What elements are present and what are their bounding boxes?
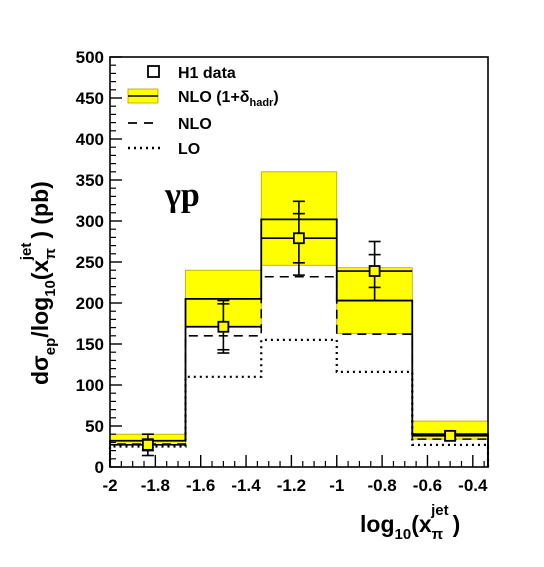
x-title-paren-x: (x	[411, 511, 432, 537]
x-tick-label: -1.6	[186, 476, 215, 495]
y-tick-label-0: 0	[95, 458, 104, 477]
legend-label-h1-data: H1 data	[178, 65, 236, 82]
y-tick-label-400: 400	[76, 130, 104, 149]
y-title-jet: jet	[18, 243, 35, 262]
legend-nlo-hadr-sub: hadr	[250, 97, 275, 109]
y-tick-label-500: 500	[76, 48, 104, 67]
x-title-log: log	[360, 511, 395, 537]
axis-ticks-layer: 0 50 100 150 200 250 300 350 400 450 500 -2 -1.8 -1.6…	[76, 48, 488, 495]
legend: H1 data NLO (1+δhadr) NLO LO	[127, 65, 279, 158]
legend-label-nlo: NLO	[178, 116, 212, 133]
annotation-gamma-p: γp	[164, 177, 200, 214]
data-points-layer	[110, 200, 488, 457]
lo-dotted-line	[108, 338, 490, 467]
x-title-pi: π	[432, 526, 444, 543]
y-title-slashlog: /log	[27, 297, 53, 338]
data-point-1	[217, 320, 230, 333]
y-title-ten: 10	[42, 280, 59, 297]
data-point-4	[444, 429, 457, 442]
legend-nlo-hadr-main: NLO (1+δ	[178, 89, 250, 106]
nlo-dashed-line	[109, 275, 489, 467]
x-title-close: )	[453, 511, 461, 537]
x-tick-label: -1.8	[141, 476, 170, 495]
legend-nlo-hadr-end: )	[273, 89, 278, 106]
x-title-sub10: 10	[395, 526, 412, 543]
x-tick-label: -1	[329, 476, 344, 495]
y-title-ep: ep	[42, 338, 59, 356]
data-point-3	[368, 265, 381, 277]
y-tick-label-200: 200	[76, 294, 104, 313]
y-title-close: ) (pb)	[27, 181, 53, 238]
y-tick-label-250: 250	[76, 253, 104, 272]
x-tick-label: -0.6	[413, 476, 442, 495]
y-tick-label-450: 450	[76, 89, 104, 108]
y-title-pi: π	[42, 248, 59, 260]
x-title-jet: jet	[430, 502, 449, 519]
legend-label-nlo-hadr: NLO (1+δhadr)	[178, 89, 279, 109]
y-tick-label-100: 100	[76, 376, 104, 395]
y-tick-label-300: 300	[76, 212, 104, 231]
y-tick-label-350: 350	[76, 171, 104, 190]
data-point-2	[292, 232, 305, 245]
data-point-0	[141, 438, 154, 451]
y-tick-label-150: 150	[76, 335, 104, 354]
x-tick-label: -1.4	[231, 476, 261, 495]
x-axis-title: log10(xπ jet)	[360, 502, 460, 543]
y-axis-title: dσep/log10(xπjet ) (pb)	[18, 181, 59, 385]
x-tick-label: -1.2	[277, 476, 306, 495]
y-title-dsigma: dσ	[27, 355, 53, 385]
x-tick-label: -0.8	[367, 476, 396, 495]
y-tick-label-50: 50	[85, 417, 104, 436]
y-title-paren-x: (x	[27, 259, 53, 280]
x-tick-label: -2	[102, 476, 117, 495]
x-tick-label: -0.4	[458, 476, 488, 495]
legend-label-lo: LO	[178, 141, 200, 158]
legend-marker-square	[147, 65, 160, 78]
